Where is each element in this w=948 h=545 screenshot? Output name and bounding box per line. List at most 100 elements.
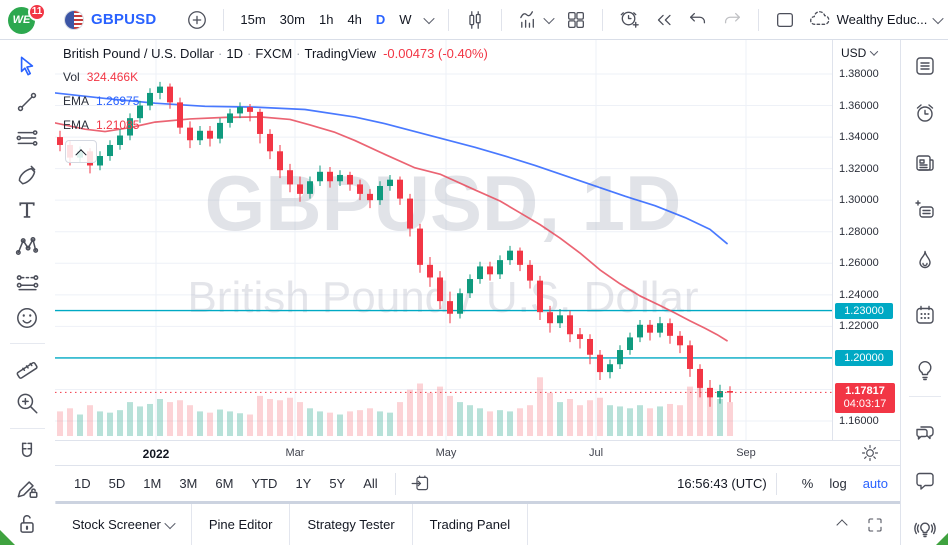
calendar-button[interactable] — [913, 303, 937, 327]
economic-calendar-icon — [916, 305, 934, 324]
lock-all-drawings-button[interactable] — [14, 511, 40, 537]
text-tool-button[interactable] — [14, 197, 40, 223]
chart-settings-button[interactable] — [860, 443, 880, 463]
layout-grid-button[interactable] — [559, 6, 593, 34]
bar-replay-button[interactable] — [647, 6, 681, 34]
chart-interval: 1D — [226, 46, 243, 61]
decorative-corner-left — [0, 530, 15, 545]
interval-30m[interactable]: 30m — [279, 12, 305, 27]
tab-strategy-tester[interactable]: Strategy Tester — [290, 504, 413, 545]
fullscreen-icon[interactable] — [866, 516, 884, 534]
plus-circle-icon — [188, 10, 207, 29]
symbol-button[interactable]: GBPUSD — [58, 6, 162, 34]
indicators-button[interactable] — [511, 6, 559, 34]
indicator-row[interactable]: EMA 1.26975 — [63, 93, 488, 110]
hotlists-button[interactable] — [913, 248, 937, 272]
price-chart-canvas[interactable]: GBPUSD, 1D British Pound / U.S. Dollar — [55, 40, 832, 440]
brush-tool-button[interactable] — [14, 161, 40, 187]
undo-button[interactable] — [681, 6, 715, 34]
text-notes-button[interactable] — [913, 198, 937, 222]
magnet-mode-button[interactable] — [14, 439, 40, 465]
notifications-badge: 11 — [28, 2, 46, 21]
text-tool-icon — [19, 202, 35, 218]
alerts-button[interactable] — [913, 101, 937, 125]
tab-stock-screener[interactable]: Stock Screener — [55, 504, 192, 545]
unlocked-padlock-icon — [20, 514, 34, 533]
currency-selector[interactable]: USD — [841, 46, 879, 60]
time-tick-jul: Jul — [588, 447, 604, 459]
frame-button[interactable] — [768, 6, 802, 34]
interval-1h[interactable]: 1h — [318, 12, 334, 27]
range-all[interactable]: All — [363, 476, 378, 491]
auto-scale-button[interactable]: auto — [862, 476, 888, 491]
price-tick: 1.26000 — [839, 257, 879, 270]
chart-exchange: FXCM — [255, 46, 293, 61]
price-tick: 1.22000 — [839, 320, 879, 333]
redo-button[interactable] — [715, 6, 749, 34]
forecast-tool-button[interactable] — [14, 269, 40, 295]
log-scale-button[interactable]: log — [829, 476, 847, 491]
stay-in-drawing-mode-button[interactable] — [14, 475, 40, 501]
range-1m[interactable]: 1M — [143, 476, 162, 491]
tab-trading-panel[interactable]: Trading Panel — [413, 504, 529, 545]
price-axis[interactable]: USD 1.38000 1.36000 1.34000 1.32000 1.30000 1… — [832, 40, 901, 440]
indicator-value: 1.26975 — [96, 94, 140, 108]
indicator-row[interactable]: Vol 324.466K — [63, 69, 488, 86]
xabcd-pattern-tool-button[interactable] — [14, 233, 40, 259]
support-price-label: 1.20000 — [835, 349, 893, 366]
ideas-button[interactable] — [913, 358, 937, 382]
private-chat-button[interactable] — [913, 469, 937, 493]
range-5d[interactable]: 5D — [108, 476, 126, 491]
create-alert-button[interactable] — [612, 6, 647, 34]
public-chats-button[interactable] — [913, 421, 937, 445]
measure-tool-button[interactable] — [14, 354, 40, 380]
price-tick: 1.16000 — [839, 414, 879, 427]
candlestick-icon — [468, 10, 481, 29]
interval-4h[interactable]: 4h — [347, 12, 362, 27]
chevron-down-icon — [542, 12, 555, 24]
streams-button[interactable] — [913, 517, 937, 541]
go-to-date-button[interactable] — [406, 470, 435, 498]
legend-collapse-button[interactable] — [65, 140, 97, 163]
chart-legend: British Pound / U.S. Dollar · 1D · FXCM · Trad… — [63, 45, 488, 134]
range-3m[interactable]: 3M — [179, 476, 198, 491]
chart-pane[interactable]: GBPUSD, 1D British Pound / U.S. Dollar Br… — [55, 40, 832, 440]
interval-15m[interactable]: 15m — [240, 12, 266, 27]
emoji-smiley-icon — [17, 308, 37, 328]
range-5y[interactable]: 5Y — [329, 476, 346, 491]
price-tick: 1.34000 — [839, 131, 879, 144]
tab-pine-editor[interactable]: Pine Editor — [192, 504, 291, 545]
panel-expand-button[interactable] — [833, 517, 848, 532]
cloud-save-icon — [809, 11, 830, 25]
clock-utc[interactable]: 16:56:43 (UTC) — [677, 476, 767, 491]
trend-line-tool-button[interactable] — [14, 89, 40, 115]
indicator-legend: Vol 324.466K EMA 1.26975 EMA 1.21085 — [63, 69, 488, 134]
chart-style-button[interactable] — [458, 6, 492, 34]
save-layout-button[interactable]: Wealthy Educ... — [802, 6, 948, 34]
tab-label: Pine Editor — [208, 517, 273, 532]
range-1d[interactable]: 1D — [74, 476, 91, 491]
chart-title-row[interactable]: British Pound / U.S. Dollar · 1D · FXCM · Trad… — [63, 46, 488, 61]
news-button[interactable] — [913, 151, 937, 175]
app-logo[interactable]: WE 11 — [8, 2, 46, 35]
interval-w[interactable]: W — [399, 12, 412, 27]
emoji-tool-button[interactable] — [14, 305, 40, 331]
watchlist-button[interactable] — [913, 54, 937, 78]
time-axis[interactable]: 2022 Mar May Jul Sep — [55, 440, 900, 466]
interval-d[interactable]: D — [375, 12, 386, 27]
percent-scale-button[interactable]: % — [801, 476, 814, 491]
cursor-tool-button[interactable] — [14, 53, 40, 79]
zoom-in-tool-button[interactable] — [14, 390, 40, 416]
bar-countdown: 04:03:17 — [843, 398, 887, 411]
interval-expand-button[interactable] — [419, 6, 439, 34]
support-price-label: 1.23000 — [835, 302, 893, 319]
compare-add-symbol-button[interactable] — [180, 6, 214, 34]
range-6m[interactable]: 6M — [215, 476, 234, 491]
indicator-row[interactable]: EMA 1.21085 — [63, 117, 488, 134]
fib-retracement-tool-button[interactable] — [14, 125, 40, 151]
price-tick: 1.32000 — [839, 162, 879, 175]
range-1y[interactable]: 1Y — [295, 476, 312, 491]
range-ytd[interactable]: YTD — [251, 476, 278, 491]
time-tick-may: May — [435, 447, 457, 459]
